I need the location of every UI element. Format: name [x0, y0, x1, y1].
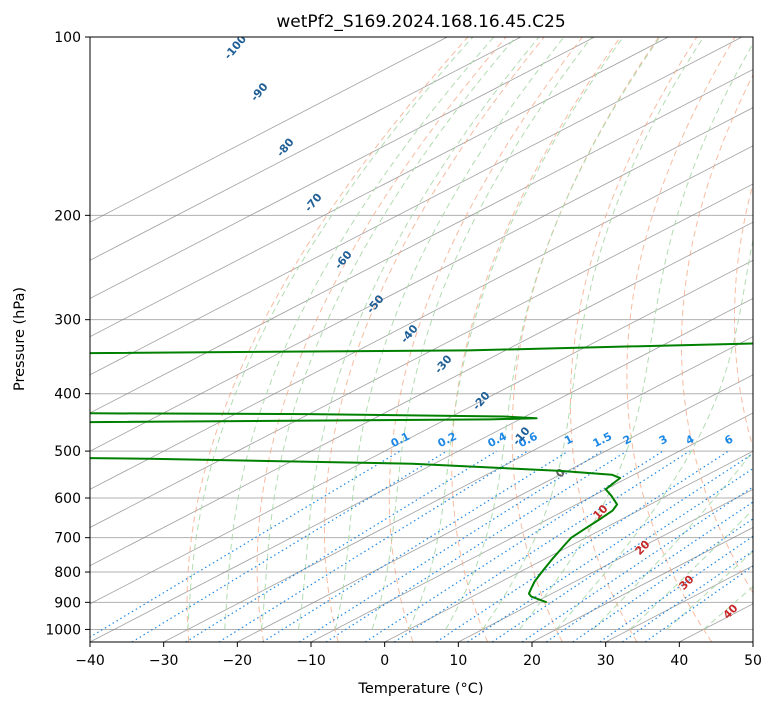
moist-adiabat-line: [666, 550, 753, 630]
dry-adiabat-line: [626, 37, 736, 642]
moist-adiabat-line: [334, 37, 565, 630]
isotherm-line: [90, 107, 753, 452]
x-tick-label: −20: [223, 653, 253, 669]
x-tick-label: 10: [449, 653, 467, 669]
moist-adiabat-line: [261, 37, 517, 630]
x-tick-label: −30: [149, 653, 179, 669]
mixing-ratio-label: 8: [751, 432, 764, 447]
isotherm-line: [90, 183, 753, 528]
y-tick-label: 800: [54, 565, 81, 581]
moist-adiabat-line: [408, 37, 624, 630]
dry-adiabat-line: [451, 37, 621, 642]
isotherm-line: [90, 37, 522, 261]
y-tick-label: 200: [54, 208, 81, 224]
isotherm-line: [384, 450, 753, 642]
isotherm-line: [90, 221, 753, 567]
x-tick-label: 30: [597, 653, 615, 669]
isotherm-line: [237, 374, 753, 642]
mixing-ratio-line: [90, 450, 401, 638]
moist-adiabat-line: [482, 37, 705, 630]
x-ticks: −40 −30 −20 −10 0 10 20 30 40 50: [75, 642, 762, 669]
isotherm-line: [163, 336, 753, 642]
background-lines: [90, 37, 753, 642]
moist-adiabat-line: [297, 37, 540, 630]
mixing-ratio-line: [622, 550, 753, 642]
plot-frame: [89, 36, 754, 643]
moist-adiabat-line: [555, 237, 753, 630]
isotherm-line: [90, 259, 753, 605]
dry-adiabat-line: [569, 37, 698, 642]
moist-adiabat-line: [629, 508, 753, 630]
isotherm-line: [90, 37, 595, 299]
mixing-ratio-line: [185, 450, 498, 642]
dewpoint-profile: [90, 457, 622, 604]
y-tick-label: 300: [54, 313, 81, 329]
isotherm-line: [90, 298, 753, 642]
profiles: [90, 342, 753, 604]
isotherm-line: [310, 412, 753, 642]
isotherm-line: [90, 37, 669, 338]
y-tick-label: 100: [54, 30, 81, 46]
isotherm-line: [90, 145, 753, 490]
dry-adiabat-line: [388, 37, 583, 642]
dry-adiabat-line: [186, 37, 469, 642]
moist-adiabat-line: [371, 37, 593, 630]
y-tick-label: 400: [54, 387, 81, 403]
mixing-ratio-line: [491, 467, 753, 642]
y-tick-label: 700: [54, 531, 81, 547]
y-tick-label: 1000: [45, 622, 81, 638]
isotherm-line: [458, 488, 753, 642]
moist-adiabat-line: [224, 37, 495, 630]
isotherm-line: [90, 69, 753, 414]
mixing-ratio-line: [218, 450, 528, 642]
moist-adiabat-line: [445, 37, 661, 630]
moist-adiabat-line: [703, 585, 753, 630]
x-tick-label: 0: [380, 653, 389, 669]
mixing-ratio-line: [644, 565, 753, 642]
y-tick-label: 500: [54, 444, 81, 460]
y-ticks: 100 200 300 400 500 600 700 800 900 1000: [45, 30, 90, 638]
mixing-ratio-line: [599, 535, 753, 642]
y-axis-label: Pressure (hPa): [12, 287, 28, 391]
mixing-ratio-line: [521, 486, 753, 642]
chart-title: wetPf2_S169.2024.168.16.45.C25: [276, 12, 565, 32]
x-tick-label: −10: [296, 653, 326, 669]
dewpoint-profile-spike: [90, 412, 538, 424]
x-tick-label: 20: [523, 653, 541, 669]
dry-adiabat-line: [256, 37, 507, 642]
y-tick-label: 600: [54, 491, 81, 507]
mixing-ratio-line: [131, 450, 448, 642]
x-tick-label: 40: [670, 653, 688, 669]
dry-adiabat-line: [324, 37, 545, 642]
y-tick-label: 900: [54, 595, 81, 611]
moist-adiabat-line: [187, 37, 474, 630]
x-axis-label: Temperature (°C): [357, 681, 483, 697]
isotherm-line: [90, 37, 743, 376]
dry-adiabat-line: [734, 182, 753, 449]
x-tick-label: 50: [744, 653, 762, 669]
isotherm-line: [90, 37, 448, 223]
mixing-ratio-line: [364, 450, 664, 642]
mixing-ratio-line: [325, 450, 628, 642]
mixing-ratio-line: [572, 518, 753, 642]
isotherm-line: [531, 527, 753, 642]
mixing-ratio-line: [545, 501, 753, 642]
moist-adiabat-line: [519, 42, 753, 630]
dry-adiabat-line: [681, 73, 753, 594]
x-tick-label: −40: [75, 653, 105, 669]
